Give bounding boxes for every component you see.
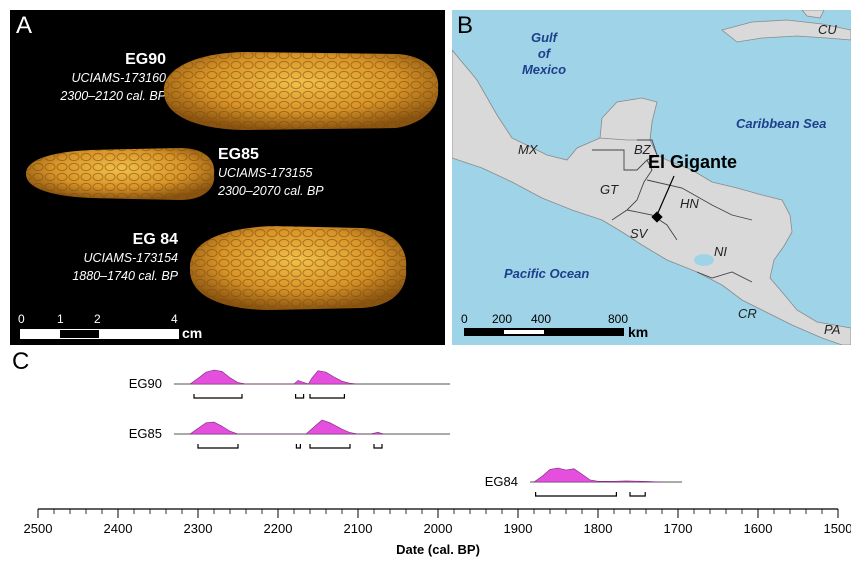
calibrated-range-bracket <box>197 444 239 449</box>
country-label-hn: HN <box>680 196 699 211</box>
x-axis-title: Date (cal. BP) <box>396 542 480 557</box>
country-label-cr: CR <box>738 306 757 321</box>
panel-a-letter: A <box>16 12 33 39</box>
series-label: EG85 <box>129 426 162 441</box>
km-scale-tick: 400 <box>531 312 552 326</box>
maize-cob-eg90-image <box>163 52 439 130</box>
yucatan-shape <box>599 97 658 141</box>
radiocarbon-date-chart: 2500 2400 2300 2200 2100 2000 1900 1800 1700 1600… <box>24 369 851 557</box>
country-label-bz: BZ <box>634 142 651 157</box>
x-tick-label: 2000 <box>424 521 453 536</box>
scale-tick-label: 0 <box>18 312 25 326</box>
panel-c-letter: C <box>12 348 30 375</box>
series-label: EG84 <box>485 474 518 489</box>
calibrated-range-bracket <box>309 444 351 449</box>
x-tick-label: 1600 <box>744 521 773 536</box>
site-label-el-gigante: El Gigante <box>648 152 738 172</box>
mainland-shape <box>452 49 851 345</box>
maize-cob-eg85-image <box>26 148 215 200</box>
specimen-lab-id: UCIAMS-173155 <box>218 166 313 180</box>
specimen-eg84-label: EG 84 UCIAMS-173154 1880–1740 cal. BP <box>66 231 178 285</box>
panel-b-letter: B <box>457 12 474 39</box>
scale-tick-label: 2 <box>94 312 101 326</box>
calibrated-range-bracket <box>295 394 305 399</box>
costa-rica-border <box>696 271 753 283</box>
country-label-ni: NI <box>714 244 727 259</box>
x-tick-label: 1700 <box>664 521 693 536</box>
country-label-sv: SV <box>630 226 648 241</box>
x-tick-label: 2300 <box>184 521 213 536</box>
region-map <box>452 10 851 345</box>
country-label-cu: CU <box>818 22 837 37</box>
country-label-gt: GT <box>600 182 619 197</box>
probability-density <box>189 419 384 435</box>
country-label-pa: PA <box>824 322 841 337</box>
specimen-name: EG90 <box>125 51 166 68</box>
scale-tick-label: 1 <box>57 312 64 326</box>
panel-a-photo: A EG90 UCIAMS-173160 2300–2120 cal. BP E… <box>10 10 445 345</box>
km-scale-tick: 800 <box>608 312 629 326</box>
specimen-name: EG85 <box>218 146 259 163</box>
pacific-ocean-label: Pacific Ocean <box>504 266 590 281</box>
cuba-shape <box>721 19 851 43</box>
calibrated-range-bracket <box>535 492 617 497</box>
calibrated-range-bracket <box>295 444 301 449</box>
maize-cob-eg84-image <box>189 226 407 310</box>
scale-unit: cm <box>182 325 203 341</box>
x-tick-label: 2100 <box>344 521 373 536</box>
calibrated-range-bracket <box>629 492 646 497</box>
guatemala-border <box>592 149 653 221</box>
specimen-date-range: 2300–2120 cal. BP <box>60 89 166 103</box>
km-scale-segment <box>504 330 544 334</box>
specimen-eg90-label: EG90 UCIAMS-173160 2300–2120 cal. BP <box>56 51 166 105</box>
scale-bar <box>20 329 179 339</box>
series-label: EG90 <box>129 376 162 391</box>
panel-b-map: B Gulf of Mexico Caribbean Sea Pacific O… <box>452 10 851 345</box>
country-label-mx: MX <box>518 142 538 157</box>
km-scale-tick: 200 <box>492 312 513 326</box>
specimen-date-range: 1880–1740 cal. BP <box>72 269 178 283</box>
x-tick-label: 1500 <box>824 521 851 536</box>
probability-density <box>533 467 663 483</box>
x-tick-label: 2500 <box>24 521 53 536</box>
km-scale-tick: 0 <box>461 312 468 326</box>
lake-nicaragua <box>694 254 714 266</box>
water-label-line: Gulf <box>531 30 557 45</box>
probability-density <box>189 369 359 385</box>
specimen-lab-id: UCIAMS-173160 <box>71 71 167 85</box>
specimen-date-range: 2300–2070 cal. BP <box>218 184 324 198</box>
belize-border <box>637 139 658 161</box>
km-scale-unit: km <box>628 324 649 340</box>
specimen-eg85-label: EG85 UCIAMS-173155 2300–2070 cal. BP <box>218 146 378 200</box>
specimen-lab-id: UCIAMS-173154 <box>83 251 179 265</box>
caribbean-sea-label: Caribbean Sea <box>736 116 827 131</box>
calibrated-range-bracket <box>373 444 383 449</box>
specimen-name: EG 84 <box>132 231 178 248</box>
florida-shape <box>801 10 825 19</box>
x-tick-label: 1900 <box>504 521 533 536</box>
water-label-line: of <box>537 46 551 61</box>
calibrated-range-bracket <box>309 394 345 399</box>
x-tick-label: 2200 <box>264 521 293 536</box>
site-leader-line <box>656 175 675 216</box>
panel-c-chart: C 2500 2400 2300 2200 2100 2000 1900 1800 1700 16… <box>10 348 851 561</box>
scale-tick-label: 4 <box>171 312 178 326</box>
calibrated-range-bracket <box>193 394 243 399</box>
x-tick-label: 1800 <box>584 521 613 536</box>
water-label-line: Mexico <box>521 62 567 77</box>
gulf-of-mexico-label: Gulf of Mexico <box>504 30 584 78</box>
x-tick-label: 2400 <box>104 521 133 536</box>
